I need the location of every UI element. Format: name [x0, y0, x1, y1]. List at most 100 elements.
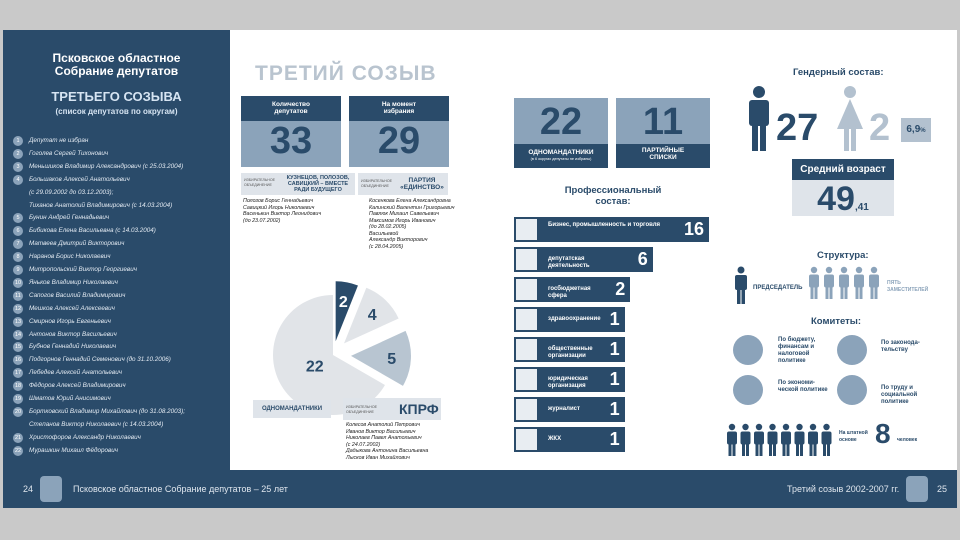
member-name: Колесов Анатолий Петрович	[346, 422, 421, 428]
profession-label: депутатская деятельность	[548, 256, 590, 269]
district-number: 14	[13, 329, 23, 340]
deputy-item: 7 Матвеев Дмитрий Викторович	[13, 239, 125, 250]
sidebar-subtitle-note: (список депутатов по округам)	[55, 107, 178, 116]
association-3-members: Колесов Анатолий Петрович Иванов Виктор В…	[346, 422, 446, 461]
association-1-members: Полозов Борис Геннадьевич Савицкий Игорь …	[243, 198, 353, 224]
deputy-item: 2 Гоголев Сергей Тихонович	[13, 148, 109, 159]
deputy-name: Христофоров Александр Николаевич	[29, 433, 141, 441]
profession-value: 1	[609, 309, 620, 329]
person-icon	[869, 266, 879, 299]
pie-slice	[344, 287, 399, 344]
profession-bar: ЖКХ 1	[514, 427, 625, 452]
elected-count-value: 29	[349, 121, 449, 167]
member-name: Павлюк Михаил Савельевич	[369, 211, 440, 217]
person-icon	[824, 266, 834, 299]
deputy-item: 18 Фёдоров Алексей Владимирович	[13, 381, 126, 392]
district-number: 3	[13, 161, 23, 172]
committee-economy: По экономи-ческой политике	[778, 380, 828, 393]
profession-label: юридическая организация	[548, 376, 588, 389]
document-spread: Псковское областное Собрание депутатов ТР…	[3, 30, 957, 508]
deputy-item: 9 Митропольский Виктор Георгиевич	[13, 265, 137, 275]
member-name: (с 24.07.2002)	[346, 441, 381, 448]
member-name: Васильевой	[369, 230, 399, 237]
member-name: Калинский Валентин Григорьевич	[369, 204, 455, 211]
district-number: 2	[13, 148, 23, 159]
committees-title: Комитеты:	[811, 316, 862, 327]
deputy-item: 3 Меньшиков Владимир Александрович (с 25.…	[13, 161, 183, 172]
deputy-name: Бубнов Геннадий Николаевич	[29, 343, 117, 351]
person-icon	[727, 423, 737, 456]
deputy-name: Матвеев Дмитрий Викторович	[29, 240, 125, 248]
profession-value: 2	[615, 279, 626, 299]
person-icon	[854, 266, 864, 299]
member-name: Лысков Иван Михайлович	[346, 454, 410, 461]
member-name: Дадыкова Антонина Васильевна	[346, 448, 429, 454]
member-name: Косенкова Елена Александровна	[369, 198, 451, 204]
profession-label: общественные организации	[548, 346, 593, 359]
deputy-name: Наранов Борис Николаевич	[29, 253, 111, 261]
deputy-item: 6 Бибикова Елена Васильевна (с 14.03.2004…	[13, 226, 156, 237]
deputy-item: Тиханов Анатолий Владимирович (с 14.03.2…	[29, 202, 172, 209]
deputies-count-box: Количество депутатов 33	[241, 96, 341, 167]
deputy-chairs-label: ПЯТЬ ЗАМЕСТИТЕЛЕЙ	[887, 280, 929, 293]
party-lists-box: 11 ПАРТИЙНЫЕ СПИСКИ	[616, 98, 710, 168]
men-count: 27	[776, 107, 819, 149]
association-1-name: КУЗНЕЦОВ, ПОЛОЗОВ, САВИЦКИЙ – ВМЕСТЕ РАД…	[286, 175, 350, 193]
staff-value: 8	[875, 418, 891, 449]
staff-label: На штатной основе	[839, 430, 868, 443]
district-number: 1	[13, 136, 23, 146]
left-page-number: 24	[23, 484, 34, 494]
deputy-item: 11 Сапогов Василий Владимирович	[13, 290, 126, 301]
pie-slice-label: 2	[339, 294, 348, 311]
person-icon	[781, 423, 791, 456]
women-percent-value: 6,9	[906, 124, 921, 135]
deputy-chairs-icon	[809, 266, 879, 299]
association-3-small: ИЗБИРАТЕЛЬНОЕ ОБЪЕДИНЕНИЕ	[346, 405, 378, 414]
deputy-item: 16 Подгорнов Геннадий Семенович (до 31.10…	[13, 355, 171, 366]
deputy-name: Фёдоров Алексей Владимирович	[29, 382, 126, 390]
left-footer-text: Псковское областное Собрание депутатов –…	[73, 484, 288, 494]
coat-of-arms-left-icon	[40, 476, 62, 502]
women-percent-sign: %	[920, 128, 926, 134]
profession-value: 1	[609, 399, 620, 419]
profession-label: здравоохранение	[548, 316, 601, 322]
person-icon	[808, 423, 818, 456]
chairman-icon	[735, 266, 747, 304]
person-icon	[740, 423, 751, 456]
district-number: 8	[13, 252, 23, 263]
profession-value: 1	[609, 429, 620, 449]
chairman-label: ПРЕДСЕДАТЕЛЬ	[753, 285, 803, 291]
deputy-name: Антонов Виктор Васильевич	[29, 330, 117, 338]
person-icon	[821, 423, 832, 456]
profession-icon	[514, 397, 539, 422]
elected-count-box: На момент избрания 29	[349, 96, 449, 167]
single-mandate-note: (в 6 округах депутаты не избраны)	[530, 157, 592, 161]
deputy-name: Бортковский Владимир Михайлович (до 31.0…	[29, 407, 186, 415]
deputy-name: Яньков Владимир Николаевич	[29, 278, 118, 286]
footer: 24 Псковское областное Собрание депутато…	[3, 470, 957, 508]
deputy-item: 17 Лебедев Алексей Анатольевич	[13, 368, 122, 379]
member-name: Васенькин Виктор Леонидович	[243, 211, 322, 217]
association-2-name: ПАРТИЯ «ЕДИНСТВО»	[400, 177, 444, 191]
deputy-item: 19 Шматов Юрий Анисимович	[13, 394, 111, 404]
deputies-count-value: 33	[241, 121, 341, 167]
deputy-item: 8 Наранов Борис Николаевич	[13, 252, 111, 263]
staff-people-icons	[727, 423, 832, 456]
profession-bar: здравоохранение 1	[514, 307, 625, 332]
member-name: Александр Викторович	[369, 237, 428, 243]
deputy-name: Сапогов Василий Владимирович	[29, 291, 126, 299]
deputy-name: (с 29.09.2002 до 03.12.2003);	[29, 188, 114, 196]
district-number: 5	[13, 213, 23, 224]
deputy-name: Митропольский Виктор Георгиевич	[29, 266, 137, 273]
deputy-name: Мурашкин Михаил Фёдорович	[29, 446, 119, 454]
economy-committee-icon	[733, 375, 763, 405]
committee-social: По труду и социальной политике	[881, 385, 918, 405]
deputy-name: Гоголев Сергей Тихонович	[29, 149, 109, 157]
staff-unit: человек	[897, 437, 918, 443]
deputy-name: Шматов Юрий Анисимович	[29, 395, 111, 402]
profession-label: Бизнес, промышленность и торговля	[548, 222, 661, 228]
person-icon	[809, 266, 819, 299]
deputy-name: Мешков Алексей Алексеевич	[29, 304, 115, 312]
profession-title: Профессиональный состав:	[564, 185, 662, 207]
association-3: ИЗБИРАТЕЛЬНОЕ ОБЪЕДИНЕНИЕ КПРФ	[343, 398, 441, 420]
